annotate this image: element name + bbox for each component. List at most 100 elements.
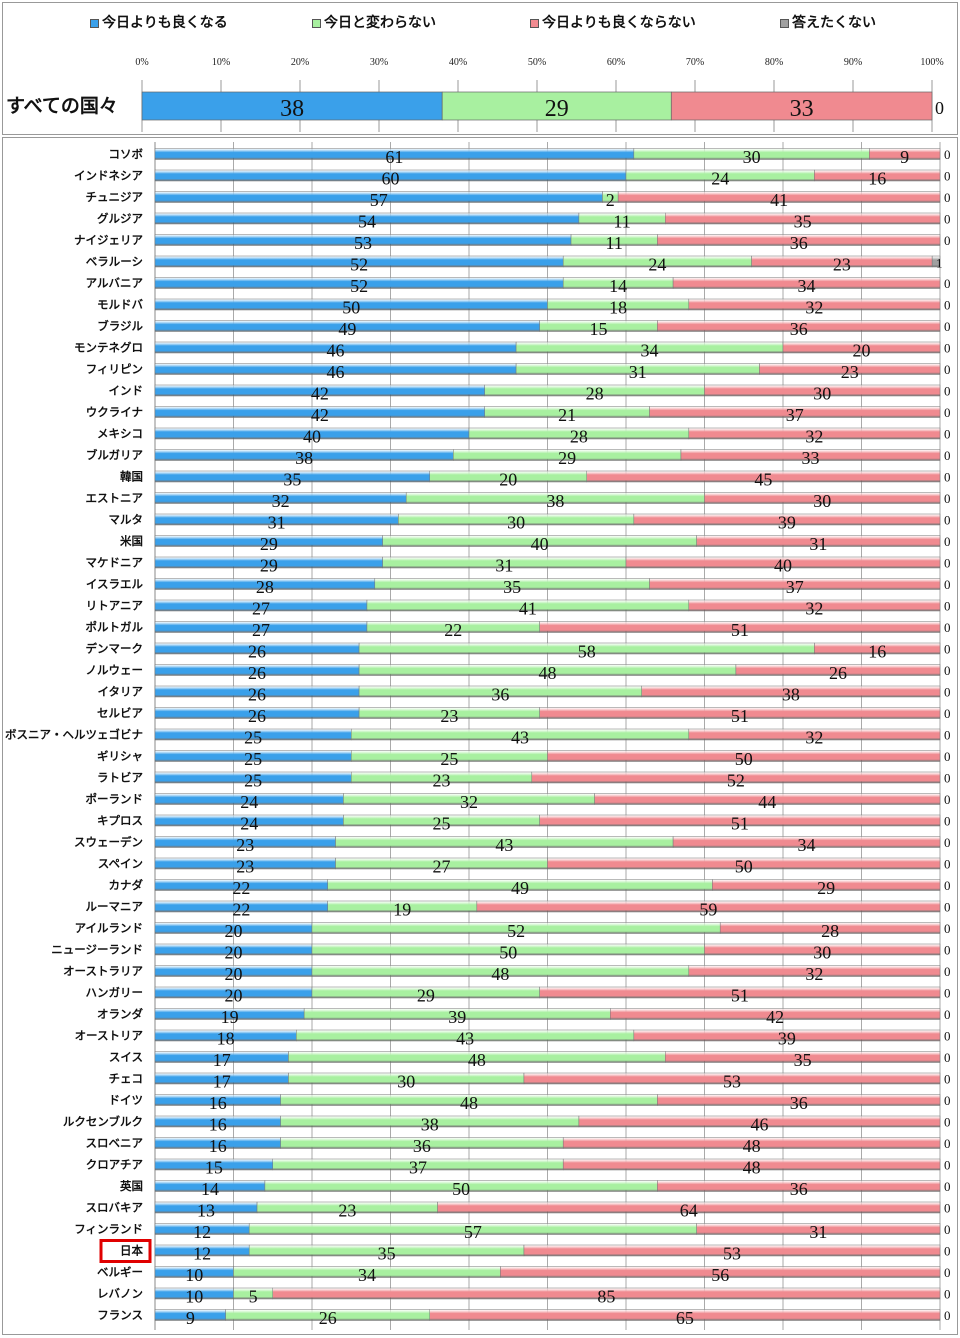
data-label: 16 — [868, 642, 886, 662]
data-label: 42 — [766, 1007, 784, 1027]
data-label: 36 — [790, 1093, 808, 1113]
data-label: 34 — [358, 1265, 376, 1285]
bar-segment — [539, 707, 941, 719]
data-label: 21 — [558, 405, 576, 425]
data-label: 26 — [248, 706, 266, 726]
data-label: 46 — [327, 341, 345, 361]
data-label: 0 — [944, 835, 951, 850]
data-label: 52 — [507, 921, 525, 941]
data-label: 1 — [936, 256, 943, 271]
category-label: フィンランド — [74, 1222, 143, 1236]
data-label: 0 — [944, 642, 951, 657]
data-label: 0 — [944, 577, 951, 592]
data-label: 35 — [794, 1050, 812, 1070]
data-label: 32 — [805, 427, 823, 447]
data-label: 23 — [833, 255, 851, 275]
category-label: ベルギー — [97, 1265, 143, 1279]
bar-segment — [539, 814, 941, 827]
data-label: 32 — [805, 298, 823, 318]
data-label: 26 — [319, 1308, 337, 1328]
bar-segment — [562, 1137, 941, 1149]
data-label: 53 — [723, 1072, 741, 1092]
data-label: 26 — [248, 663, 266, 683]
data-label: 50 — [499, 943, 517, 963]
data-label: 52 — [350, 276, 368, 296]
category-label: ニュージーランド — [51, 943, 143, 957]
data-label: 0 — [944, 1072, 951, 1087]
category-label: セルビア — [97, 706, 143, 720]
category-label: アルバニア — [86, 276, 144, 290]
category-label: スウェーデン — [74, 835, 143, 849]
category-label: ボスニア・ヘルツェゴビナ — [5, 728, 143, 742]
data-label: 0 — [944, 319, 951, 334]
bar-segment — [704, 943, 941, 956]
data-label: 17 — [213, 1050, 231, 1070]
data-label: 0 — [944, 728, 951, 743]
category-label: 米国 — [119, 534, 143, 548]
category-label: 日本 — [120, 1244, 143, 1258]
data-label: 0 — [944, 1158, 951, 1173]
bar-segment — [814, 169, 941, 182]
data-label: 16 — [209, 1093, 227, 1113]
bar-segment — [688, 965, 941, 977]
x-tick-label: 100% — [920, 57, 943, 68]
data-label: 31 — [809, 534, 827, 554]
bar-segment — [735, 664, 941, 676]
data-label: 37 — [786, 405, 804, 425]
data-label: 48 — [491, 964, 509, 984]
category-label: ベラルーシ — [86, 255, 143, 269]
category-label: 韓国 — [120, 470, 143, 484]
category-label: ギリシャ — [97, 749, 143, 763]
data-label: 35 — [794, 212, 812, 232]
category-label: エストニア — [86, 491, 144, 505]
summary-data-label: 29 — [545, 96, 569, 122]
data-label: 48 — [743, 1136, 761, 1156]
data-label: 0 — [944, 1029, 951, 1044]
data-label: 46 — [750, 1115, 768, 1135]
bar-segment — [657, 1180, 941, 1192]
bar-segment — [649, 406, 941, 418]
data-label: 0 — [944, 1093, 951, 1108]
data-label: 22 — [232, 900, 250, 920]
data-label: 29 — [260, 534, 278, 554]
data-label: 0 — [944, 921, 951, 936]
data-label: 22 — [444, 620, 462, 640]
data-label: 0 — [944, 169, 951, 184]
data-label: 25 — [244, 771, 262, 791]
data-label: 29 — [817, 878, 835, 898]
data-label: 32 — [460, 792, 478, 812]
data-label: 10 — [185, 1287, 203, 1307]
data-label: 30 — [507, 513, 525, 533]
data-label: 0 — [944, 341, 951, 356]
category-label: スロベニア — [86, 1136, 144, 1150]
category-label: メキシコ — [97, 427, 143, 441]
category-label: デンマーク — [86, 642, 144, 656]
legend-swatch — [312, 18, 321, 28]
data-label: 58 — [578, 642, 596, 662]
category-label: スロバキア — [86, 1201, 144, 1215]
bar-segment — [610, 1008, 941, 1020]
bar-segment — [500, 1266, 941, 1278]
category-label: オーストラリア — [63, 964, 143, 978]
data-label: 31 — [809, 1222, 827, 1242]
data-label: 18 — [609, 298, 627, 318]
data-label: 23 — [433, 771, 451, 791]
bar-segment — [523, 1072, 941, 1085]
data-label: 56 — [711, 1265, 729, 1285]
data-label: 53 — [354, 233, 372, 253]
data-label: 30 — [743, 147, 761, 167]
category-label: リトアニア — [86, 599, 144, 613]
data-label: 14 — [609, 276, 627, 296]
data-label: 0 — [944, 427, 951, 442]
data-label: 11 — [613, 212, 630, 232]
data-label: 0 — [944, 1179, 951, 1194]
data-label: 54 — [358, 212, 376, 232]
x-tick-label: 30% — [370, 57, 388, 68]
summary-data-label: 38 — [280, 96, 304, 122]
bar-segment — [688, 427, 941, 440]
legend: 今日よりも良くなる 今日と変わらない 今日よりも良くならない 答えたくない — [0, 12, 960, 34]
summary-data-label: 0 — [935, 98, 944, 118]
data-label: 18 — [217, 1029, 235, 1049]
data-label: 28 — [821, 921, 839, 941]
data-label: 36 — [790, 319, 808, 339]
